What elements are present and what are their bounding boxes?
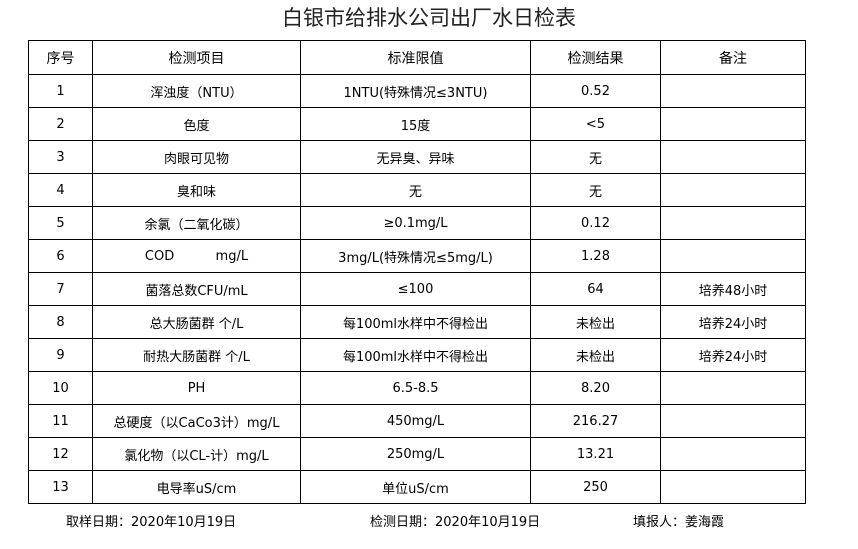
cell: 250: [530, 470, 661, 504]
cell: 0.52: [530, 74, 661, 108]
cell: 总大肠菌群 个/L: [92, 305, 301, 339]
cell: 13: [28, 470, 93, 504]
title: 白银市给排水公司出厂水日检表: [282, 6, 576, 30]
cell: 浑浊度（NTU）: [92, 74, 301, 108]
cell: 单位uS/cm: [300, 470, 531, 504]
row: 6 COD mg/L 3mg/L(特殊情况≤5mg/L) 1.28: [28, 239, 806, 273]
cell: 13.21: [530, 437, 661, 471]
cell: 每100ml水样中不得检出: [300, 338, 531, 372]
cell: 1: [28, 74, 93, 108]
row: 1 浑浊度（NTU） 1NTU(特殊情况≤3NTU) 0.52: [28, 74, 806, 108]
cell: 臭和味: [92, 173, 301, 207]
cell: 250mg/L: [300, 437, 531, 471]
cell: 每100ml水样中不得检出: [300, 305, 531, 339]
cell: 未检出: [530, 305, 661, 339]
cell: [660, 371, 806, 405]
header-cell: 检测项目: [92, 40, 301, 75]
cell: 4: [28, 173, 93, 207]
cell: [660, 206, 806, 240]
header-cell: 标准限值: [300, 40, 531, 75]
cell: 培养48小时: [660, 272, 806, 306]
header-row: 序号 检测项目 标准限值 检测结果 备注: [28, 40, 806, 75]
cell: 1.28: [530, 239, 661, 273]
cell: 6.5-8.5: [300, 371, 531, 405]
cell: 余氯（二氧化碳）: [92, 206, 301, 240]
row: 8 总大肠菌群 个/L 每100ml水样中不得检出 未检出 培养24小时: [28, 305, 806, 339]
cell: <5: [530, 107, 661, 141]
cell: 菌落总数CFU/mL: [92, 272, 301, 306]
cell: PH: [92, 371, 301, 405]
row: 10 PH 6.5-8.5 8.20: [28, 371, 806, 405]
table-body: 序号 检测项目 标准限值 检测结果 备注 1 浑浊度（NTU） 1NTU(特殊情况≤3NTU)…: [28, 40, 806, 504]
cell: [660, 107, 806, 141]
cell: 216.27: [530, 404, 661, 438]
cell: 色度: [92, 107, 301, 141]
cell: 总硬度（以CaCo3计）mg/L: [92, 404, 301, 438]
inspection-table: 序号 检测项目 标准限值 检测结果 备注 1 浑浊度（NTU） 1NTU(特殊情况≤3NTU)…: [28, 40, 806, 504]
row: 5 余氯（二氧化碳） ≥0.1mg/L 0.12: [28, 206, 806, 240]
cell: [660, 74, 806, 108]
cell: ≥0.1mg/L: [300, 206, 531, 240]
cell: 450mg/L: [300, 404, 531, 438]
cell: [660, 404, 806, 438]
cell: [660, 239, 806, 273]
row: 7 菌落总数CFU/mL ≤100 64 培养48小时: [28, 272, 806, 306]
cell: 电导率uS/cm: [92, 470, 301, 504]
cell: 无: [300, 173, 531, 207]
row: 3 肉眼可见物 无异臭、异味无: [28, 140, 806, 174]
cell: 6: [28, 239, 93, 273]
cell: [660, 173, 806, 207]
cell: [660, 470, 806, 504]
header-cell: 检测结果: [530, 40, 661, 75]
cell: 8.20: [530, 371, 661, 405]
cell: 1NTU(特殊情况≤3NTU): [300, 74, 531, 108]
cell: 11: [28, 404, 93, 438]
cell: 10: [28, 371, 93, 405]
row: 11 总硬度（以CaCo3计）mg/L 450mg/L 216.27: [28, 404, 806, 438]
test-date: 检测日期：2020年10月19日: [370, 515, 541, 530]
row: 4 臭和味无无: [28, 173, 806, 207]
cell: 12: [28, 437, 93, 471]
row: 13 电导率uS/cm 单位uS/cm 250: [28, 470, 806, 504]
cell: 无: [530, 173, 661, 207]
row: 9 耐热大肠菌群 个/L 每100ml水样中不得检出 未检出 培养24小时: [28, 338, 806, 372]
cell: 培养24小时: [660, 305, 806, 339]
cell: 未检出: [530, 338, 661, 372]
sampling-date: 取样日期：2020年10月19日: [66, 515, 237, 530]
cell: [660, 437, 806, 471]
cell: 肉眼可见物: [92, 140, 301, 174]
cell: 3: [28, 140, 93, 174]
cell: [660, 140, 806, 174]
cell: 9: [28, 338, 93, 372]
cell: 64: [530, 272, 661, 306]
cell: 无: [530, 140, 661, 174]
cell: 无异臭、异味: [300, 140, 531, 174]
cell: 氯化物（以CL-计）mg/L: [92, 437, 301, 471]
cell: 耐热大肠菌群 个/L: [92, 338, 301, 372]
cell: 2: [28, 107, 93, 141]
cell: ≤100: [300, 272, 531, 306]
header-cell: 序号: [28, 40, 93, 75]
cell: 7: [28, 272, 93, 306]
cell: 5: [28, 206, 93, 240]
row: 12 氯化物（以CL-计）mg/L 250mg/L 13.21: [28, 437, 806, 471]
header-cell: 备注: [660, 40, 806, 75]
cell: 8: [28, 305, 93, 339]
row: 2 色度 15度 <5: [28, 107, 806, 141]
cell: COD mg/L: [92, 239, 301, 273]
cell: 0.12: [530, 206, 661, 240]
cell: 3mg/L(特殊情况≤5mg/L): [300, 239, 531, 273]
cell: 15度: [300, 107, 531, 141]
reporter: 填报人：姜海霞: [633, 515, 725, 530]
cell: 培养24小时: [660, 338, 806, 372]
